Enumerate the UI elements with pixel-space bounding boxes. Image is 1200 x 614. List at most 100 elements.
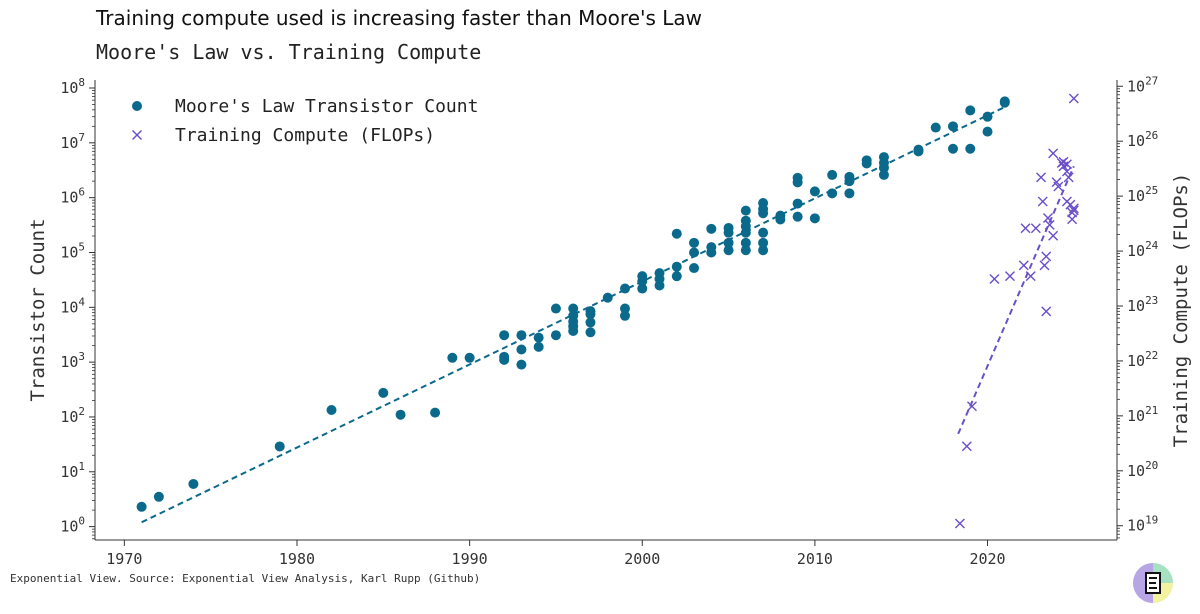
compute-point-stroke bbox=[1053, 181, 1064, 192]
y2-tick-label: 1025 bbox=[1127, 184, 1158, 205]
axes-group: 1970 1980 1990 2000 2010 2020 100 101 102 103 104 1… bbox=[27, 74, 1192, 568]
y-tick-label: 104 bbox=[60, 295, 85, 316]
moore-point bbox=[844, 176, 855, 187]
compute-point-stroke bbox=[1068, 203, 1079, 214]
compute-point-stroke bbox=[966, 401, 977, 412]
compute-point bbox=[1061, 166, 1072, 177]
y-tick-label: 107 bbox=[60, 131, 85, 152]
moore-point bbox=[965, 143, 976, 154]
source-note: Exponential View. Source: Exponential Vi… bbox=[10, 572, 481, 585]
compute-point-stroke bbox=[954, 518, 965, 529]
moore-point bbox=[671, 261, 682, 272]
compute-point-stroke bbox=[1041, 251, 1052, 262]
moore-point bbox=[568, 303, 579, 314]
moore-point bbox=[913, 146, 924, 157]
y2-tick-label: 1021 bbox=[1127, 404, 1158, 425]
compute-point-stroke bbox=[1020, 223, 1031, 234]
compute-point bbox=[1068, 93, 1079, 104]
moore-point bbox=[740, 237, 751, 248]
moore-point bbox=[758, 208, 769, 219]
compute-point bbox=[1041, 306, 1052, 317]
compute-point-stroke bbox=[1036, 172, 1047, 183]
legend-label: Training Compute (FLOPs) bbox=[175, 125, 435, 146]
x-tick-label: 1980 bbox=[279, 550, 315, 568]
moore-point bbox=[464, 352, 475, 363]
moore-point bbox=[844, 188, 855, 199]
moore-point bbox=[516, 344, 527, 355]
moore-point bbox=[188, 478, 199, 489]
chart-title: Moore's Law vs. Training Compute bbox=[96, 40, 482, 64]
moore-point bbox=[792, 198, 803, 209]
y-tick-label: 103 bbox=[60, 350, 85, 371]
compute-point bbox=[1048, 148, 1059, 159]
moore-point bbox=[619, 283, 630, 294]
compute-point bbox=[961, 441, 972, 452]
compute-point bbox=[989, 274, 1000, 285]
compute-point bbox=[954, 518, 965, 529]
moore-point bbox=[947, 143, 958, 154]
y-tick-label: 101 bbox=[60, 460, 85, 481]
moore-point bbox=[809, 186, 820, 197]
compute-point bbox=[1053, 181, 1064, 192]
y2-tick-label: 1026 bbox=[1127, 129, 1158, 150]
compute-point-stroke bbox=[961, 441, 972, 452]
moore-point bbox=[723, 245, 734, 256]
moore-point bbox=[533, 341, 544, 352]
moore-point bbox=[758, 227, 769, 238]
moore-point bbox=[861, 158, 872, 169]
y-tick-label: 108 bbox=[60, 76, 85, 97]
moore-point bbox=[585, 317, 596, 328]
moore-point bbox=[827, 188, 838, 199]
moore-point bbox=[723, 237, 734, 248]
compute-point-stroke bbox=[1039, 260, 1050, 271]
y-tick-label: 106 bbox=[60, 186, 85, 207]
moore-point bbox=[930, 122, 941, 133]
moore-point bbox=[689, 247, 700, 258]
moore-point bbox=[516, 330, 527, 341]
moore-point bbox=[619, 310, 630, 321]
compute-point-stroke bbox=[1018, 260, 1029, 271]
moore-point bbox=[585, 327, 596, 338]
y2-tick-label: 1019 bbox=[1127, 514, 1158, 535]
compute-point bbox=[1068, 205, 1079, 216]
moore-point bbox=[965, 105, 976, 116]
moore-point bbox=[499, 351, 510, 362]
moore-point bbox=[654, 280, 665, 291]
compute-point bbox=[1004, 271, 1015, 282]
moore-point bbox=[274, 441, 285, 452]
legend: Moore's Law Transistor Count Training Com… bbox=[132, 96, 478, 146]
moore-point bbox=[550, 330, 561, 341]
y2-tick-label: 1020 bbox=[1127, 459, 1158, 480]
moore-point bbox=[671, 228, 682, 239]
compute-point-stroke bbox=[1041, 306, 1052, 317]
x-tick-label: 1990 bbox=[452, 550, 488, 568]
y-tick-label: 100 bbox=[60, 515, 85, 536]
compute-point-stroke bbox=[1037, 196, 1048, 207]
moore-point bbox=[602, 292, 613, 303]
moore-point bbox=[740, 227, 751, 238]
x-tick-label: 2010 bbox=[797, 550, 833, 568]
moore-point bbox=[706, 223, 717, 234]
moore-point bbox=[982, 111, 993, 122]
compute-point-stroke bbox=[1061, 166, 1072, 177]
compute-point-stroke bbox=[1048, 148, 1059, 159]
legend-label: Moore's Law Transistor Count bbox=[175, 96, 478, 117]
y-axis-label: Transistor Count bbox=[27, 218, 49, 401]
exponential-view-logo-icon bbox=[1133, 563, 1173, 603]
x-tick-label: 2020 bbox=[969, 550, 1005, 568]
compute-point bbox=[1048, 230, 1059, 241]
moore-point bbox=[999, 97, 1010, 108]
moore-point bbox=[550, 303, 561, 314]
compute-point bbox=[1018, 260, 1029, 271]
moore-point bbox=[689, 263, 700, 274]
compute-point bbox=[1025, 271, 1036, 282]
moore-point bbox=[153, 491, 164, 502]
compute-point-stroke bbox=[1025, 271, 1036, 282]
y2-tick-label: 1024 bbox=[1127, 239, 1159, 260]
moore-point bbox=[878, 162, 889, 173]
trendlines-group bbox=[141, 106, 1075, 524]
moore-point bbox=[982, 126, 993, 137]
y2-axis-label: Training Compute (FLOPs) bbox=[1170, 173, 1192, 448]
compute-point-stroke bbox=[1061, 159, 1072, 170]
moore-point bbox=[447, 352, 458, 363]
